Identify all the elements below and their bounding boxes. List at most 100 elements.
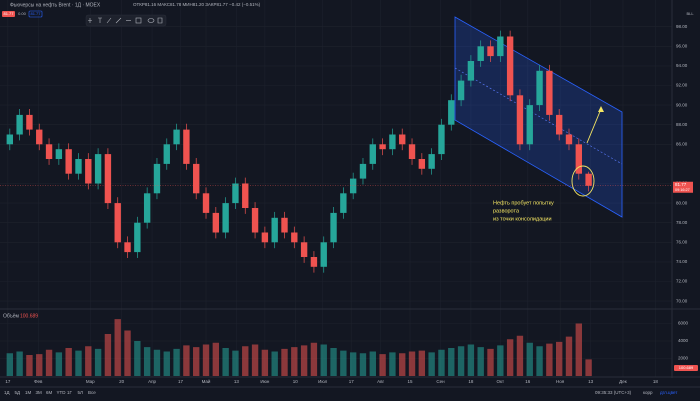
x-tick-label: Июл [318, 379, 328, 384]
volume-bar [369, 351, 376, 376]
candle-body [173, 129, 180, 145]
volume-bar [261, 349, 269, 376]
volume-bar [114, 319, 121, 376]
range-button[interactable]: 1Г [67, 390, 73, 395]
tool-text[interactable] [98, 17, 102, 23]
candle-body [65, 149, 72, 174]
candle-body [408, 144, 416, 159]
x-tick-label: Май [202, 378, 211, 384]
volume-bar [300, 345, 308, 376]
sell-badge-bg[interactable] [2, 11, 15, 17]
candle-body [261, 232, 269, 243]
candle-body [516, 95, 524, 145]
range-button[interactable]: 3М [36, 390, 43, 395]
candle-body [379, 144, 386, 150]
range-button[interactable]: Все [88, 390, 96, 395]
candle-body [330, 212, 337, 243]
volume-bar [6, 353, 13, 376]
range-button[interactable]: 6М [46, 390, 53, 395]
range-button[interactable]: 5Л [78, 390, 84, 395]
volume-bar [418, 350, 426, 376]
tool-trend[interactable] [115, 17, 122, 24]
candle-body [45, 144, 53, 159]
tool-pen[interactable] [106, 17, 112, 24]
volume-bar [555, 341, 563, 376]
y-tick-label: 86.00 [676, 141, 688, 146]
volume-bar [467, 344, 475, 376]
volume-bar [330, 348, 337, 376]
x-tick-label: Мар [86, 379, 95, 384]
candle-body [134, 222, 141, 253]
candle-body [242, 183, 249, 208]
x-tick-label: 13 [234, 379, 240, 384]
volume-bar [497, 345, 504, 376]
candle-body [291, 232, 298, 243]
x-tick-label: Дек [619, 379, 627, 384]
candle-body [565, 134, 573, 145]
candle-body [428, 154, 435, 169]
volume-title: Объём [3, 313, 19, 319]
volume-bar [45, 349, 53, 376]
buy-badge[interactable]: 81.77 [30, 11, 41, 16]
candle-body [320, 242, 327, 267]
y-tick-label: 92.00 [676, 83, 688, 88]
candle-body [310, 257, 318, 267]
volume-bar [359, 353, 367, 376]
range-button[interactable]: YTD [57, 390, 67, 395]
y-tick-label: 78.00 [676, 220, 688, 225]
candle-body [300, 242, 308, 257]
candle-body [448, 100, 455, 125]
candle-body [555, 114, 563, 135]
tool-more[interactable] [157, 17, 163, 24]
x-tick-label: 18 [468, 379, 474, 384]
volume-bar [16, 351, 23, 376]
candle-body [232, 183, 239, 204]
volume-bar [428, 352, 435, 376]
candle-body [418, 159, 426, 169]
candle-body [55, 149, 63, 159]
volume-bar [389, 352, 396, 376]
volume-bar [448, 348, 455, 376]
volume-bar [65, 348, 72, 376]
tool-cross[interactable] [88, 18, 92, 23]
volume-bar [320, 344, 327, 376]
currency: BLL [686, 11, 694, 16]
symbol[interactable]: Фьючерсы на нефть Brent · 1Д · MOEX [10, 2, 101, 8]
volume-bar [183, 345, 190, 376]
ohlc-readout: ОТКР81.16 МАКС81.78 МИН81.20 ЗАКР81.77 −… [133, 2, 261, 7]
range-button[interactable]: 1М [25, 390, 32, 395]
volume-bar [340, 350, 347, 376]
x-tick-label: 16 [525, 379, 531, 384]
volume-bar [36, 354, 43, 376]
range-button[interactable]: 1Д [4, 390, 10, 395]
volume-bar [271, 351, 278, 376]
extended[interactable]: дгл.цвет [660, 390, 677, 395]
x-tick-label: Сен [436, 379, 445, 384]
x-tick-label: 17 [349, 379, 355, 384]
volume-bar [565, 336, 573, 376]
sell-badge[interactable]: 81.77 [3, 11, 14, 16]
y-tick-label: 90.00 [676, 102, 688, 107]
range-button[interactable]: 5Д [15, 390, 21, 395]
candle-body [340, 193, 347, 213]
tool-rect[interactable] [135, 17, 142, 24]
volume-bar [202, 344, 210, 376]
candle-body [85, 159, 92, 184]
candle-body [438, 124, 445, 155]
y-tick-label: 70.00 [676, 298, 688, 303]
volume-bar [546, 343, 553, 376]
volume-readout: 100.689 [20, 313, 38, 319]
buy-badge-bg[interactable] [28, 10, 43, 18]
candle-body [457, 80, 465, 101]
annotation: из точки консолидации [493, 216, 552, 222]
volume-bar [232, 350, 239, 376]
candle-body [183, 129, 190, 164]
adjust[interactable]: корр [643, 390, 653, 395]
candle-body [399, 134, 406, 145]
y-tick-label: 98.00 [676, 24, 688, 29]
tool-ellipse[interactable] [147, 18, 155, 23]
volume-bar [399, 353, 406, 376]
volume-bar [575, 323, 582, 376]
volume-bar [526, 342, 533, 376]
